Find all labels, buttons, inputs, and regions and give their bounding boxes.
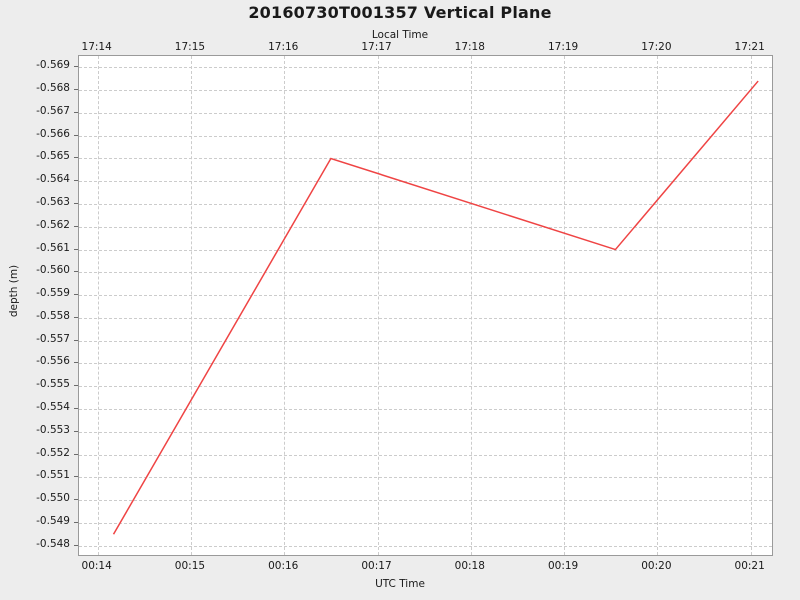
top-tick-label: 17:21	[734, 41, 765, 53]
y-tick-label: -0.556	[36, 355, 70, 368]
y-tick-mark	[74, 271, 78, 273]
bottom-tick-label: 00:16	[268, 560, 299, 572]
gridline-horizontal	[79, 454, 772, 456]
bottom-tick-label: 00:14	[81, 560, 112, 572]
bottom-tick-label: 00:18	[454, 560, 485, 572]
gridline-horizontal	[79, 317, 772, 319]
data-series-line	[112, 80, 759, 535]
y-tick-label: -0.553	[36, 423, 70, 436]
y-tick-mark	[74, 157, 78, 159]
gridline-horizontal	[79, 90, 772, 92]
gridline-horizontal	[79, 204, 772, 206]
y-tick-mark	[74, 203, 78, 205]
gridline-horizontal	[79, 181, 772, 183]
y-tick-mark	[74, 499, 78, 501]
y-tick-mark	[74, 430, 78, 432]
y-tick-mark	[74, 476, 78, 478]
gridline-vertical	[377, 56, 379, 555]
y-tick-label: -0.566	[36, 127, 70, 140]
bottom-axis-title: UTC Time	[375, 578, 425, 590]
y-tick-mark	[74, 339, 78, 341]
gridline-horizontal	[79, 67, 772, 69]
bottom-tick-label: 00:15	[174, 560, 206, 572]
gridline-vertical	[750, 56, 752, 555]
y-tick-label: -0.569	[36, 59, 70, 72]
y-tick-label: -0.554	[36, 400, 70, 413]
gridline-horizontal	[79, 408, 772, 410]
gridline-horizontal	[79, 477, 772, 479]
top-tick-label: 17:18	[454, 41, 485, 53]
page-title: 20160730T001357 Vertical Plane	[248, 3, 552, 22]
gridline-horizontal	[79, 522, 772, 524]
y-tick-label: -0.559	[36, 287, 70, 300]
top-tick-label: 17:14	[81, 41, 112, 53]
y-tick-mark	[74, 362, 78, 364]
gridline-vertical	[470, 56, 472, 555]
top-tick-label: 17:19	[547, 41, 579, 53]
y-tick-mark	[74, 66, 78, 68]
y-tick-label: -0.549	[36, 514, 70, 527]
gridline-vertical	[97, 56, 99, 555]
y-tick-label: -0.560	[36, 264, 70, 277]
top-tick-label: 17:16	[268, 41, 299, 53]
y-tick-mark	[74, 385, 78, 387]
y-tick-mark	[74, 521, 78, 523]
y-tick-mark	[74, 111, 78, 113]
top-tick-label: 17:15	[174, 41, 206, 53]
y-tick-mark	[74, 89, 78, 91]
y-tick-label: -0.564	[36, 173, 70, 186]
y-tick-label: -0.561	[36, 241, 70, 254]
gridline-vertical	[564, 56, 566, 555]
gridline-vertical	[284, 56, 286, 555]
y-tick-label: -0.557	[36, 332, 70, 345]
bottom-tick-label: 00:20	[641, 560, 672, 572]
gridline-horizontal	[79, 500, 772, 502]
y-tick-label: -0.551	[36, 469, 70, 482]
y-tick-mark	[74, 544, 78, 546]
y-tick-label: -0.550	[36, 492, 70, 505]
y-tick-mark	[74, 453, 78, 455]
y-tick-label: -0.568	[36, 82, 70, 95]
gridline-horizontal	[79, 386, 772, 388]
y-tick-mark	[74, 294, 78, 296]
y-tick-mark	[74, 248, 78, 250]
y-tick-label: -0.565	[36, 150, 70, 163]
y-tick-mark	[74, 180, 78, 182]
gridline-horizontal	[79, 363, 772, 365]
gridline-vertical	[190, 56, 192, 555]
y-tick-mark	[74, 316, 78, 318]
y-tick-mark	[74, 134, 78, 136]
y-tick-label: -0.558	[36, 309, 70, 322]
top-tick-label: 17:17	[361, 41, 392, 53]
y-tick-label: -0.555	[36, 378, 70, 391]
bottom-tick-label: 00:19	[547, 560, 579, 572]
gridline-horizontal	[79, 295, 772, 297]
top-tick-label: 17:20	[641, 41, 672, 53]
bottom-tick-label: 00:21	[734, 560, 765, 572]
gridline-horizontal	[79, 272, 772, 274]
plot-inner	[79, 56, 772, 555]
gridline-horizontal	[79, 545, 772, 547]
gridline-horizontal	[79, 226, 772, 228]
top-axis-title: Local Time	[371, 29, 429, 41]
gridline-vertical	[657, 56, 659, 555]
gridline-horizontal	[79, 112, 772, 114]
y-tick-label: -0.552	[36, 446, 70, 459]
gridline-horizontal	[79, 340, 772, 342]
y-tick-label: -0.567	[36, 104, 70, 117]
gridline-horizontal	[79, 249, 772, 251]
plot-area	[78, 55, 773, 556]
y-tick-label: -0.548	[36, 537, 70, 550]
y-tick-label: -0.562	[36, 218, 70, 231]
gridline-horizontal	[79, 158, 772, 160]
y-tick-label: -0.563	[36, 196, 70, 209]
bottom-tick-label: 00:17	[361, 560, 392, 572]
y-tick-mark	[74, 225, 78, 227]
gridline-horizontal	[79, 135, 772, 137]
gridline-horizontal	[79, 431, 772, 433]
y-tick-mark	[74, 407, 78, 409]
